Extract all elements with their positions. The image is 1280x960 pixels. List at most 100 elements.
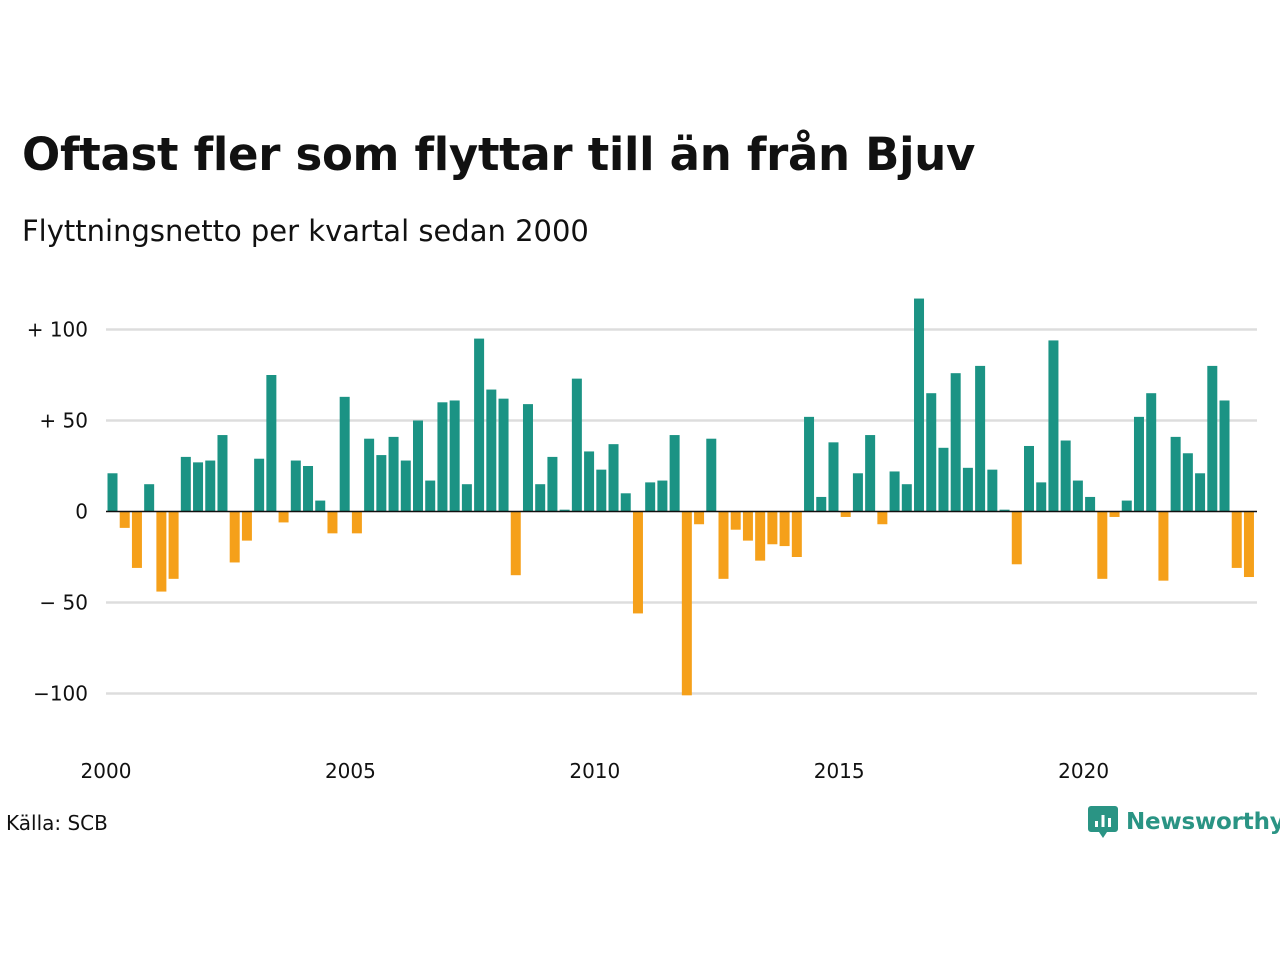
gridlines xyxy=(106,328,1257,695)
bar xyxy=(413,420,423,512)
bar xyxy=(1170,436,1181,512)
bar xyxy=(400,460,411,512)
bar xyxy=(425,480,436,512)
bar xyxy=(706,438,717,512)
x-tick-label: 2005 xyxy=(325,759,376,783)
chart-title: Oftast fler som flyttar till än från Bju… xyxy=(22,128,976,181)
bar xyxy=(962,467,973,512)
bar xyxy=(364,438,375,512)
bar xyxy=(596,469,607,512)
y-tick-label: 0 xyxy=(75,500,88,524)
bar xyxy=(180,456,191,512)
chart-subtitle: Flyttningsnetto per kvartal sedan 2000 xyxy=(22,214,589,248)
bar xyxy=(119,511,130,528)
bar xyxy=(742,511,753,541)
bar xyxy=(535,484,546,512)
bar xyxy=(510,511,521,576)
bar xyxy=(144,484,155,512)
bar xyxy=(449,400,460,512)
bar xyxy=(1146,393,1157,512)
bar xyxy=(755,511,766,561)
bar xyxy=(950,373,961,512)
bar xyxy=(584,451,595,512)
bar xyxy=(620,493,631,512)
brand-logo[interactable]: Newsworthy xyxy=(1088,804,1280,840)
y-tick-label: + 50 xyxy=(39,409,88,433)
bar xyxy=(1158,511,1169,581)
bar xyxy=(1109,511,1120,517)
bar xyxy=(205,460,216,512)
bar xyxy=(217,435,228,512)
bar xyxy=(498,398,509,512)
bar xyxy=(877,511,888,525)
bar xyxy=(1085,496,1096,512)
bar xyxy=(1024,445,1034,512)
bar xyxy=(388,436,399,512)
bar xyxy=(559,509,570,512)
bar xyxy=(1121,500,1132,512)
bar xyxy=(1207,365,1218,512)
bar xyxy=(461,484,472,512)
bar xyxy=(376,455,387,512)
bar xyxy=(914,298,925,512)
bar xyxy=(522,404,533,512)
bar xyxy=(1133,416,1144,512)
bar xyxy=(327,511,338,534)
bar xyxy=(193,462,204,512)
bar xyxy=(852,473,863,512)
bar xyxy=(156,511,167,592)
bar xyxy=(1097,511,1108,579)
bar xyxy=(804,416,815,512)
bar xyxy=(901,484,912,512)
bar xyxy=(315,500,326,512)
bar xyxy=(1219,400,1230,512)
bar xyxy=(437,402,448,512)
bar xyxy=(608,444,619,512)
x-tick-label: 2000 xyxy=(81,759,132,783)
bar xyxy=(474,338,485,512)
y-tick-label: −100 xyxy=(33,682,88,706)
bar xyxy=(131,511,142,568)
bars xyxy=(107,298,1254,696)
bar xyxy=(791,511,802,557)
bar xyxy=(241,511,252,541)
bar xyxy=(767,511,778,545)
bar xyxy=(278,511,289,523)
bar xyxy=(1011,511,1022,565)
bar xyxy=(657,480,668,512)
bar xyxy=(840,511,851,517)
bar xyxy=(975,365,986,512)
bar xyxy=(339,396,350,512)
bar xyxy=(229,511,240,563)
brand-name: Newsworthy xyxy=(1126,809,1280,835)
y-tick-label: + 100 xyxy=(27,318,88,342)
bar xyxy=(828,442,839,512)
bar xyxy=(681,511,692,696)
bar xyxy=(889,471,900,512)
x-tick-label: 2010 xyxy=(569,759,620,783)
bar xyxy=(254,458,265,512)
source-note: Källa: SCB xyxy=(6,811,108,835)
x-tick-label: 2015 xyxy=(814,759,865,783)
bar xyxy=(571,378,582,512)
bar xyxy=(632,511,643,614)
bar xyxy=(547,456,558,512)
bar xyxy=(351,511,362,534)
bar xyxy=(669,435,680,512)
bar xyxy=(816,496,827,512)
bar xyxy=(938,447,949,512)
bar xyxy=(1036,482,1047,512)
bar xyxy=(730,511,741,530)
axes: + 100 + 50 0 − 50 −100 2000 2005 2010 2015 2020 xyxy=(27,318,1257,783)
newsworthy-logo-icon xyxy=(1088,806,1118,838)
bar xyxy=(1048,340,1059,512)
bar xyxy=(303,466,314,512)
y-tick-label: − 50 xyxy=(39,591,88,615)
bar xyxy=(779,511,790,547)
bar xyxy=(168,511,179,579)
bar xyxy=(926,393,937,512)
x-tick-label: 2020 xyxy=(1058,759,1109,783)
bar xyxy=(1072,480,1083,512)
bar xyxy=(987,469,998,512)
